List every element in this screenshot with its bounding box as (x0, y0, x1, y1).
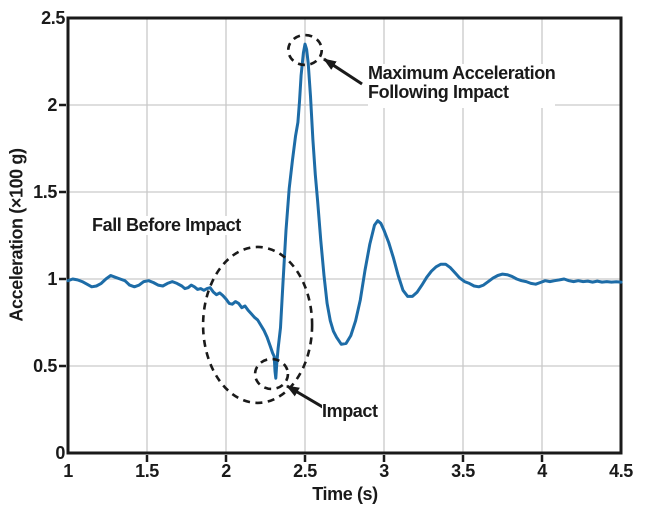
plot-frame (66, 16, 623, 455)
impact-label: Impact (322, 401, 378, 421)
y-tick-label: 2 (47, 95, 57, 115)
peak-circle (286, 33, 324, 67)
peak-arrow (323, 57, 363, 86)
axis-ticks (59, 103, 544, 462)
maximum-acceleration-label: Maximum Acceleration Following Impact (368, 64, 556, 108)
impact-circle (253, 357, 290, 391)
acceleration-series-line (66, 42, 623, 380)
x-tick-label: 4.5 (609, 461, 633, 481)
x-tick-label: 1.5 (135, 461, 159, 481)
tick-labels: 1 1.5 2 2.5 3 3.5 4 4.5 0 0.5 1 1.5 2 2.5 (33, 8, 634, 481)
fall-ellipse (201, 245, 314, 405)
y-tick-label: 2.5 (41, 8, 65, 28)
x-tick-label: 4 (537, 461, 547, 481)
x-tick-label: 2 (221, 461, 231, 481)
x-tick-label: 3 (379, 461, 389, 481)
y-tick-label: 0 (55, 443, 65, 463)
x-tick-label: 1 (63, 461, 73, 481)
x-tick-label: 3.5 (451, 461, 475, 481)
y-tick-label: 0.5 (33, 356, 57, 376)
x-axis-title: Time (s) (312, 484, 378, 504)
y-tick-label: 1 (47, 269, 57, 289)
y-tick-label: 1.5 (33, 182, 57, 202)
x-tick-label: 2.5 (293, 461, 317, 481)
fall-before-impact-label: Fall Before Impact (92, 215, 241, 235)
y-axis-title: Acceleration (×100 g) (6, 148, 27, 322)
